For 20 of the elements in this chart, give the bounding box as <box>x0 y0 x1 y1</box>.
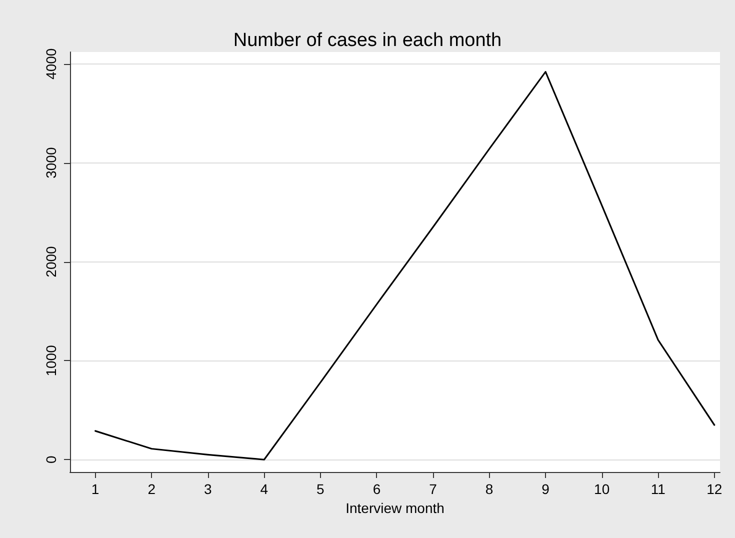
y-tick-label: 1000 <box>43 344 59 376</box>
x-tick-label: 4 <box>260 481 268 497</box>
y-tick-label: 3000 <box>43 147 59 178</box>
x-tick-label: 11 <box>650 481 666 497</box>
y-tick-label: 4000 <box>43 48 59 80</box>
y-tick-label: 2000 <box>43 246 59 278</box>
x-tick-label: 8 <box>485 481 494 497</box>
x-tick-label: 10 <box>594 481 610 497</box>
x-axis-title: Interview month <box>346 500 444 516</box>
chart-title: Number of cases in each month <box>233 30 502 51</box>
y-tick-label: 0 <box>43 456 59 464</box>
line-series <box>94 70 716 460</box>
x-tick-label: 9 <box>542 481 550 497</box>
x-tick-label: 5 <box>316 481 325 497</box>
x-tick-label: 7 <box>429 481 438 497</box>
x-tick-label: 1 <box>91 481 100 497</box>
x-tick-label: 6 <box>372 481 381 497</box>
x-tick-label: 2 <box>148 481 156 497</box>
x-tick-label: 3 <box>204 481 212 497</box>
x-tick-label: 12 <box>706 481 722 497</box>
